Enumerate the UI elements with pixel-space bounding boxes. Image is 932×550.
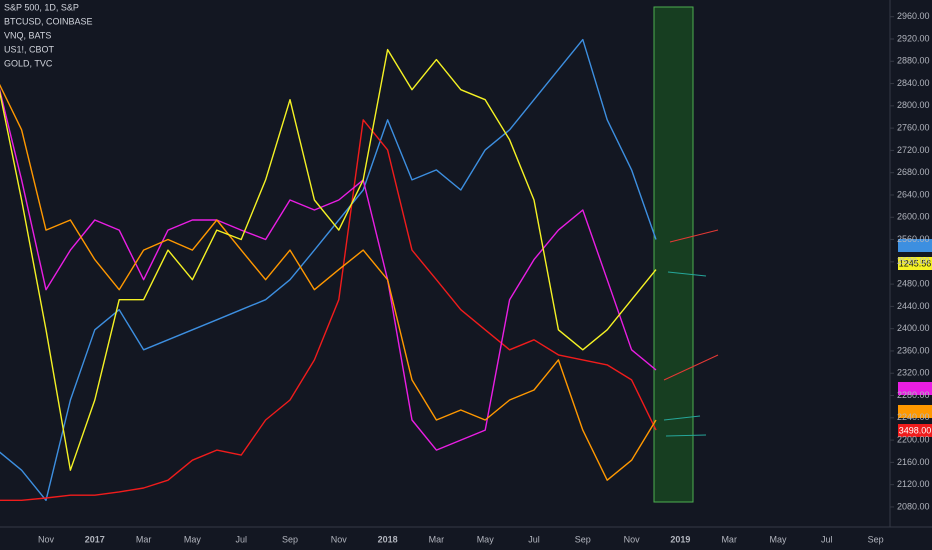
y-tick-label: 2440.00 <box>897 301 930 311</box>
y-tick-label: 2400.00 <box>897 323 930 333</box>
y-tick-label: 2160.00 <box>897 457 930 467</box>
x-tick-label: Mar <box>721 534 737 544</box>
y-tick-label: 2120.00 <box>897 479 930 489</box>
legend-entry: S&P 500, 1D, S&P <box>4 2 79 12</box>
series-line <box>0 119 657 501</box>
y-tick-label: 2960.00 <box>897 11 930 21</box>
y-tick-label: 2760.00 <box>897 123 930 133</box>
x-tick-label: Mar <box>429 534 445 544</box>
legend-entry: BTCUSD, COINBASE <box>4 16 93 26</box>
price-label <box>898 405 932 418</box>
price-label-text: 1245.56 <box>899 258 932 268</box>
y-tick-label: 2920.00 <box>897 33 930 43</box>
price-label-text: 3498.00 <box>899 425 932 435</box>
legend-entry: US1!, CBOT <box>4 44 55 54</box>
y-tick-label: 2680.00 <box>897 167 930 177</box>
y-tick-label: 2720.00 <box>897 145 930 155</box>
x-tick-label: Jul <box>821 534 833 544</box>
x-tick-label: 2017 <box>85 534 105 544</box>
x-tick-label: Nov <box>38 534 55 544</box>
y-tick-label: 2800.00 <box>897 100 930 110</box>
highlight-box <box>653 6 694 503</box>
x-tick-label: Mar <box>136 534 152 544</box>
price-label <box>898 424 932 437</box>
series-line <box>0 38 657 501</box>
x-tick-label: Sep <box>575 534 591 544</box>
y-tick-label: 2080.00 <box>897 501 930 511</box>
x-tick-label: Jul <box>528 534 540 544</box>
x-tick-label: 2019 <box>670 534 690 544</box>
y-tick-label: 2520.00 <box>897 256 930 266</box>
arrows <box>663 229 719 437</box>
x-tick-label: Jul <box>235 534 247 544</box>
y-tick-label: 2360.00 <box>897 345 930 355</box>
y-tick-label: 2840.00 <box>897 78 930 88</box>
series-line <box>0 83 657 481</box>
plot-area <box>0 38 657 501</box>
x-tick-label: Nov <box>331 534 348 544</box>
x-tick-label: 2018 <box>378 534 398 544</box>
x-tick-label: Sep <box>868 534 884 544</box>
y-tick-label: 2200.00 <box>897 434 930 444</box>
legend-entry: VNQ, BATS <box>4 30 51 40</box>
x-tick-label: May <box>477 534 495 544</box>
y-tick-label: 2280.00 <box>897 390 930 400</box>
x-tick-label: May <box>769 534 787 544</box>
y-tick-label: 2240.00 <box>897 412 930 422</box>
y-tick-label: 2560.00 <box>897 234 930 244</box>
price-label <box>898 239 932 252</box>
y-tick-label: 2640.00 <box>897 189 930 199</box>
series-line <box>0 48 657 471</box>
x-tick-label: Nov <box>624 534 641 544</box>
price-label <box>898 257 932 270</box>
y-tick-label: 2600.00 <box>897 212 930 222</box>
x-tick-label: Sep <box>282 534 298 544</box>
y-tick-label: 2480.00 <box>897 278 930 288</box>
x-tick-label: May <box>184 534 202 544</box>
series-line <box>0 88 657 451</box>
price-label <box>898 382 932 395</box>
y-tick-label: 2880.00 <box>897 56 930 66</box>
legend-entry: GOLD, TVC <box>4 58 53 68</box>
y-tick-label: 2320.00 <box>897 368 930 378</box>
